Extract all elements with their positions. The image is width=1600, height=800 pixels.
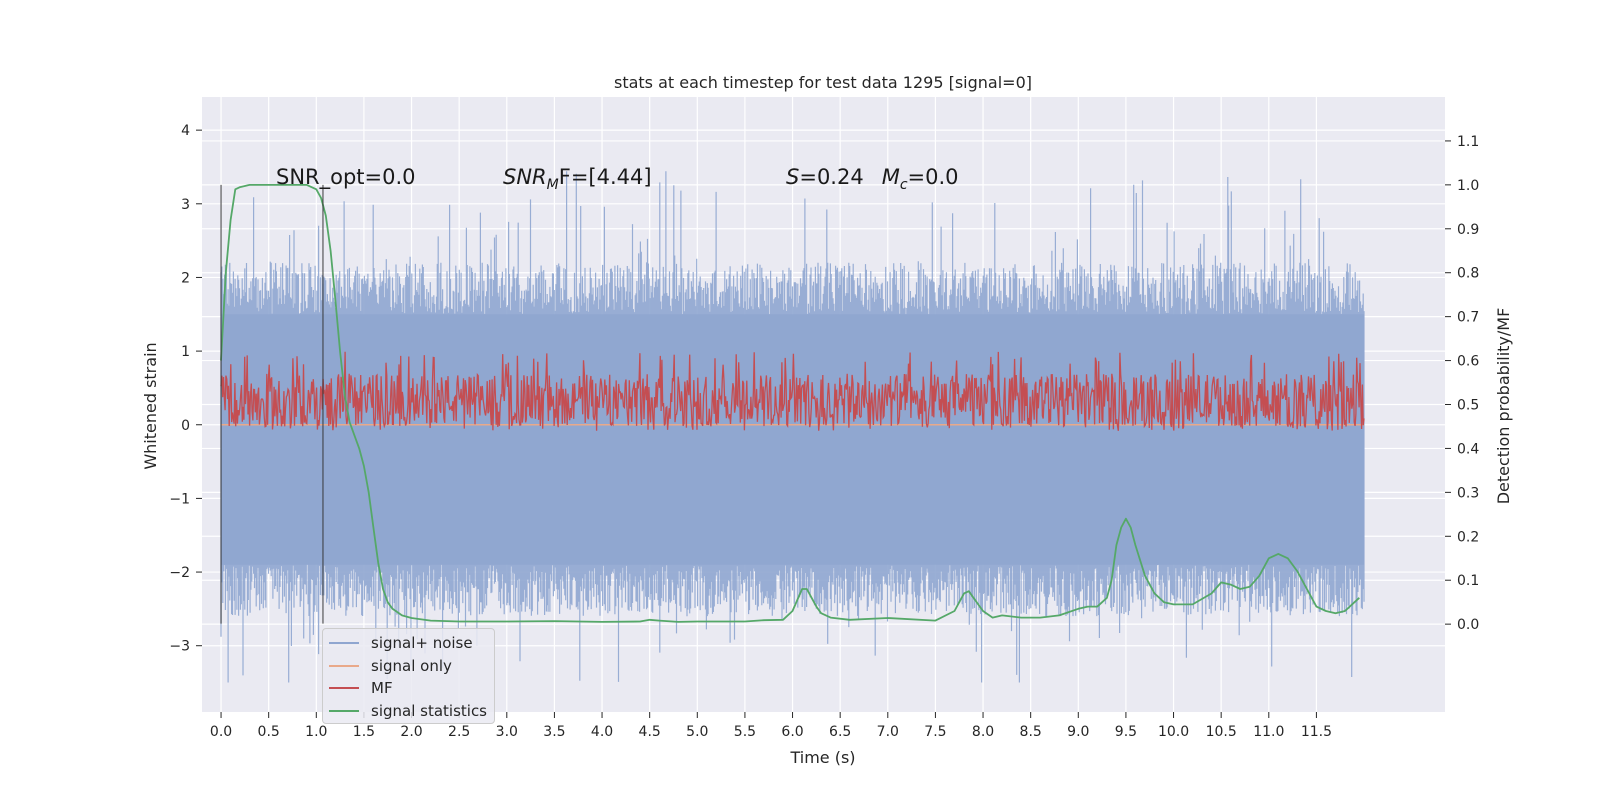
x-tick-label: 3.0: [496, 724, 518, 740]
x-axis-ticks: 0.0 0.5 1.0 1.5 2.0 2.5 3.0 3.5 4.0 4.5 5.0 5.5 6.0 6…: [210, 712, 1332, 740]
x-tick-label: 1.0: [305, 724, 327, 740]
x-tick-label: 0.0: [210, 724, 232, 740]
x-tick-label: 7.5: [924, 724, 946, 740]
y-left-tick-label: −2: [169, 565, 190, 581]
y-left-tick-label: 2: [181, 270, 190, 286]
chart-title: stats at each timestep for test data 129…: [614, 73, 1032, 92]
x-tick-label: 4.0: [591, 724, 613, 740]
y-axis-left-label: Whitened strain: [141, 342, 160, 469]
x-tick-label: 5.5: [734, 724, 756, 740]
legend-swatch: [329, 642, 359, 645]
y-axis-left-ticks: −3 −2 −1 0 1 2 3 4: [169, 123, 202, 655]
y-right-tick-label: 0.4: [1457, 441, 1479, 457]
y-right-tick-label: 0.9: [1457, 222, 1479, 238]
x-tick-label: 7.0: [877, 724, 899, 740]
annotation-snr-opt: SNR_opt=0.0: [276, 165, 416, 190]
series-band-signal-noise: [221, 314, 1365, 565]
legend: signal+ noise signal only MF signal stat…: [322, 628, 495, 724]
x-tick-label: 11.0: [1253, 724, 1284, 740]
x-tick-label: 10.0: [1158, 724, 1189, 740]
y-right-tick-label: 1.0: [1457, 178, 1479, 194]
legend-item-signal-statistics: signal statistics: [329, 700, 488, 723]
y-right-tick-label: 0.2: [1457, 529, 1479, 545]
y-right-tick-label: 0.5: [1457, 398, 1479, 414]
series-signal-statistics: [220, 184, 1360, 623]
legend-label: signal only: [371, 656, 452, 675]
x-tick-label: 9.5: [1115, 724, 1137, 740]
x-tick-label: 10.5: [1206, 724, 1237, 740]
x-tick-label: 8.0: [972, 724, 994, 740]
y-left-tick-label: 1: [181, 344, 190, 360]
legend-item-signal-only: signal only: [329, 655, 488, 678]
y-right-tick-label: 0.8: [1457, 266, 1479, 282]
x-tick-label: 6.0: [781, 724, 803, 740]
y-left-tick-label: 3: [181, 197, 190, 213]
x-tick-label: 2.0: [400, 724, 422, 740]
x-tick-label: 8.5: [1020, 724, 1042, 740]
y-right-tick-label: 0.3: [1457, 485, 1479, 501]
y-right-tick-label: 0.6: [1457, 354, 1479, 370]
y-left-tick-label: 4: [181, 123, 190, 139]
y-axis-right-ticks: 0.0 0.1 0.2 0.3 0.4 0.5 0.6 0.7 0.8 0.9 1.0 1.1: [1445, 134, 1479, 633]
legend-label: signal+ noise: [371, 634, 473, 653]
y-axis-right-label: Detection probability/MF: [1494, 308, 1513, 505]
y-left-tick-label: −1: [169, 491, 190, 507]
y-right-tick-label: 1.1: [1457, 134, 1479, 150]
legend-label: signal statistics: [371, 701, 488, 720]
x-tick-label: 3.5: [543, 724, 565, 740]
legend-item-signal-noise: signal+ noise: [329, 632, 488, 655]
y-left-tick-label: −3: [169, 639, 190, 655]
vertical-markers: [220, 184, 324, 624]
legend-swatch: [329, 664, 359, 667]
legend-label: MF: [371, 679, 393, 698]
series-line-signal-statistics: [220, 184, 1360, 623]
x-tick-label: 0.5: [258, 724, 280, 740]
x-tick-label: 9.0: [1067, 724, 1089, 740]
x-tick-label: 11.5: [1301, 724, 1332, 740]
y-right-tick-label: 0.0: [1457, 617, 1479, 633]
x-tick-label: 5.0: [686, 724, 708, 740]
annotation-snr-mf: SNRMF=[4.44]: [503, 165, 652, 193]
x-axis-label: Time (s): [789, 748, 855, 767]
y-left-tick-label: 0: [181, 418, 190, 434]
y-right-tick-label: 0.1: [1457, 573, 1479, 589]
series-mf: [220, 351, 1365, 431]
x-tick-label: 6.5: [829, 724, 851, 740]
annotation-s-mc: S=0.24 Mc=0.0: [786, 165, 959, 193]
x-tick-label: 2.5: [448, 724, 470, 740]
y-right-tick-label: 0.7: [1457, 310, 1479, 326]
legend-swatch: [329, 709, 359, 712]
x-tick-label: 4.5: [639, 724, 661, 740]
series-line-mf: [220, 351, 1365, 431]
legend-item-mf: MF: [329, 677, 488, 700]
x-tick-label: 1.5: [353, 724, 375, 740]
legend-swatch: [329, 687, 359, 690]
series-signal-noise: [220, 171, 1365, 683]
